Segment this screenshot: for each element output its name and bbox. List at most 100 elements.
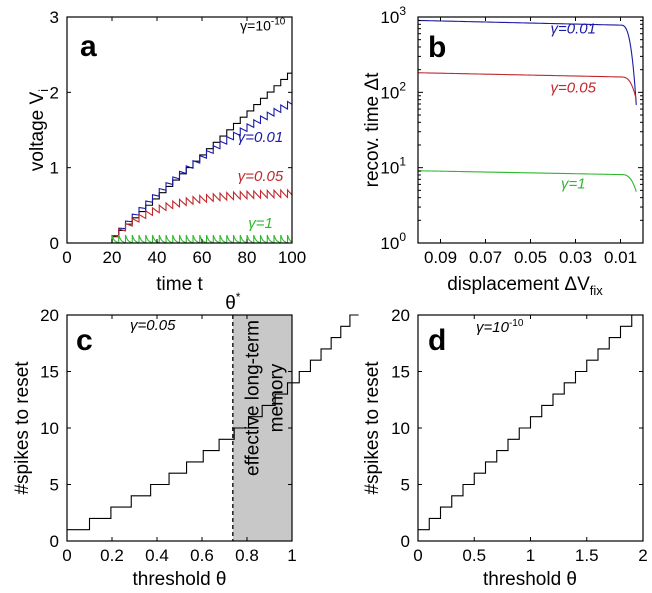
panel-c-ytick-label-4: 20: [40, 306, 59, 325]
panel-a-series-label-0: γ=10-10: [240, 17, 286, 34]
panel-a-series-label-3-main: γ=1: [248, 215, 273, 232]
panel-d-ytick-label-1: 5: [401, 476, 410, 495]
panel-b-xtick-label-3: 0.03: [559, 248, 592, 267]
panel-d-xtick-label-2: 1: [526, 546, 535, 565]
panel-b-ytick-base-0: 10: [380, 234, 399, 253]
panel-b-xlabel: displacement ΔVfix: [447, 274, 603, 298]
panel-d-ytick-label-3: 15: [391, 363, 410, 382]
panel-d-ytick-label-4: 20: [391, 306, 410, 325]
panel-c-xtick-label-3: 0.6: [190, 546, 214, 565]
panel-b-xlabel-main: displacement ΔV: [447, 274, 590, 295]
panel-b-series-1-line: [417, 72, 637, 100]
panel-a-ylabel-sub: i: [36, 89, 51, 92]
panel-a-series-0-line: [67, 72, 292, 244]
panel-b-series-label-2: γ=1: [561, 175, 586, 192]
panel-c-ytick-label-0: 0: [50, 532, 59, 551]
panel-d-ytick-label-2: 10: [391, 419, 410, 438]
panel-b-ytick-label-3: 103: [380, 4, 406, 27]
panel-b-ytick-label-2: 102: [380, 79, 406, 102]
panel-b-ytick-label-1: 101: [380, 155, 406, 178]
panel-b-ytick-base-2: 10: [380, 83, 399, 102]
panel-a-series-label-2: γ=0.05: [238, 168, 284, 185]
panel-c-memory-line2: memory: [266, 363, 287, 432]
panel-a-xtick-label-2: 40: [148, 248, 167, 267]
panel-d-xtick-label-1: 0.5: [462, 546, 486, 565]
panel-a-voltage-plot: a 0 20 40 60 80 100 0 1 2 3 time t voltage Vi γ=1…: [27, 8, 306, 295]
panel-d-xlabel: threshold θ: [483, 569, 577, 590]
panel-c-letter: c: [76, 324, 93, 357]
panel-c-xtick-label-1: 0.2: [100, 546, 124, 565]
panel-b-series-label-1: γ=0.05: [551, 79, 597, 96]
panel-b-frame: [417, 16, 644, 244]
panel-a-ylabel: voltage Vi: [27, 89, 51, 171]
panel-b-plot-area: [417, 19, 637, 192]
panel-b-ytick-exp-0: 0: [399, 230, 406, 244]
panel-a-xtick-label-0: 0: [62, 248, 71, 267]
panel-c-xtick-label-2: 0.4: [145, 546, 169, 565]
panel-a-ytick-label-0: 0: [50, 234, 59, 253]
panel-b-ytick-base-1: 10: [380, 159, 399, 178]
panel-b-xtick-label-2: 0.05: [514, 248, 547, 267]
panel-a-xtick-label-4: 80: [238, 248, 257, 267]
panel-c-ytick-label-2: 10: [40, 419, 59, 438]
panel-b-series-2-line: [417, 170, 637, 192]
panel-b-ytick-exp-1: 1: [399, 155, 406, 169]
panel-a-series-1-line: [67, 100, 293, 244]
panel-a-xlabel: time t: [156, 274, 203, 295]
panel-a-series-label-2-main: γ=0.05: [238, 168, 284, 185]
panel-a-ticks: 0 20 40 60 80 100 0 1 2 3: [50, 8, 307, 267]
panel-b-xtick-label-0: 0.09: [424, 248, 457, 267]
panel-a-series-3-line: [67, 234, 293, 244]
panel-d-xtick-label-0: 0: [413, 546, 422, 565]
panel-c-memory-label: effective long-term memory: [242, 320, 287, 476]
panel-b-ytick-label-0: 100: [380, 230, 406, 253]
panel-c-ytick-label-3: 15: [40, 363, 59, 382]
panel-c-ylabel: #spikes to reset: [12, 361, 33, 495]
panel-a-series-2-line: [67, 188, 293, 244]
panel-c-theta-star-label: θ*: [225, 290, 241, 314]
panel-a-ylabel-main: voltage V: [27, 92, 48, 172]
panel-d-xtick-label-4: 2: [638, 546, 647, 565]
panel-a-series-label-1-main: γ=0.01: [238, 129, 283, 146]
panel-d-ytick-label-0: 0: [401, 532, 410, 551]
panel-d-gamma-label: γ=10-10: [476, 318, 524, 336]
panel-a-xtick-label-3: 60: [193, 248, 212, 267]
panel-b-ytick-exp-2: 2: [399, 79, 406, 93]
panel-a-plot-area: [67, 72, 293, 244]
panel-a-ytick-label-3: 3: [50, 8, 59, 27]
panel-c-xtick-label-0: 0: [62, 546, 71, 565]
panel-c-theta-star-main: θ: [225, 293, 236, 314]
panel-a-ytick-label-2: 2: [50, 83, 59, 102]
panel-b-ytick-exp-3: 3: [399, 4, 406, 18]
panel-c-gamma-label: γ=0.05: [130, 317, 176, 334]
panel-c-xlabel: threshold θ: [132, 569, 226, 590]
panel-b-xlabel-sub: fix: [590, 283, 604, 298]
panel-d-plot-area: [418, 314, 643, 531]
panel-c-xtick-label-5: 1: [287, 546, 296, 565]
panel-a-series-labels: γ=10-10 γ=0.01 γ=0.05 γ=1: [238, 17, 286, 232]
panel-a-ytick-label-1: 1: [50, 159, 59, 178]
panel-a-series-label-1: γ=0.01: [238, 129, 283, 146]
panel-d-gamma-sup: -10: [509, 318, 524, 329]
panel-c-xtick-label-4: 0.8: [235, 546, 259, 565]
panel-d-ylabel: #spikes to reset: [362, 361, 383, 495]
panel-b-series-0-line: [417, 19, 637, 105]
panel-b-series-label-0: γ=0.01: [551, 21, 596, 38]
panel-b-xtick-label-4: 0.01: [604, 248, 637, 267]
panel-a-series-label-0-main: γ=10: [240, 18, 271, 34]
panel-d-xtick-label-3: 1.5: [575, 546, 599, 565]
panel-c-step-line: [67, 314, 359, 531]
panel-d-step-line: [418, 314, 643, 531]
panel-a-xtick-label-5: 100: [278, 248, 306, 267]
panel-b-xtick-label-1: 0.07: [469, 248, 502, 267]
panel-d-gamma-main: γ=10: [476, 319, 510, 336]
panel-a-frame: [66, 16, 293, 244]
panel-d-letter: d: [428, 324, 446, 357]
